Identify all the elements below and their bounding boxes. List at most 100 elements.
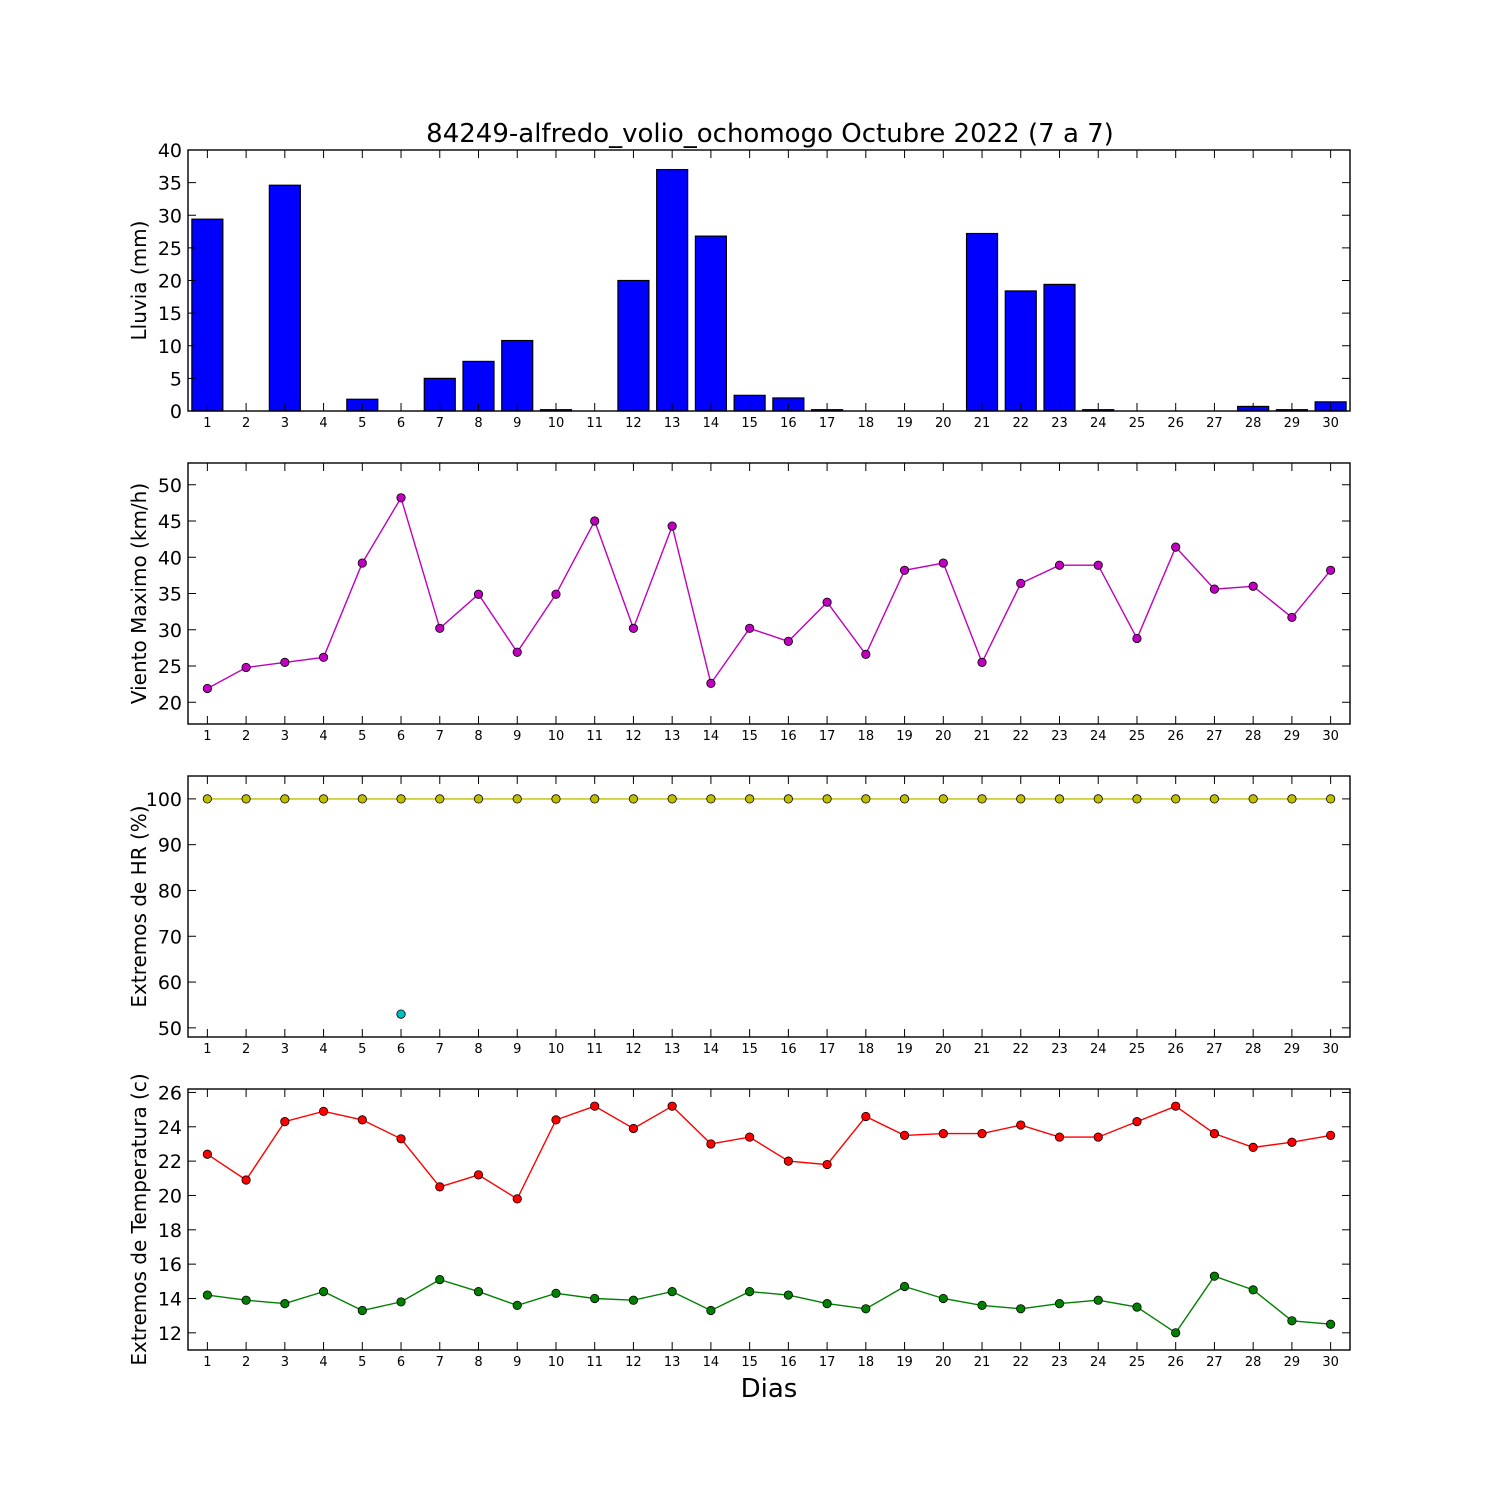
- x-tick-label: 24: [1090, 1042, 1107, 1057]
- point-s1-day-22: [1016, 794, 1026, 804]
- point-s1-day-21: [977, 657, 987, 667]
- point-s1-day-6: [396, 794, 406, 804]
- point-s1-day-22: [1016, 1120, 1026, 1130]
- x-tick-label: 11: [586, 729, 603, 744]
- y-tick-label: 50: [158, 1018, 182, 1040]
- x-tick-label: 28: [1245, 1355, 1262, 1370]
- point-s2-day-1: [202, 1290, 212, 1300]
- chart-title: 84249-alfredo_volio_ochomogo Octubre 202…: [426, 119, 1114, 149]
- x-tick-label: 28: [1245, 729, 1262, 744]
- point-s1-day-4: [318, 1106, 329, 1116]
- y-tick-label: 50: [158, 475, 182, 497]
- point-s1-day-1: [202, 794, 212, 804]
- x-tick-label: 22: [1012, 1042, 1029, 1057]
- point-s1-day-2: [241, 662, 251, 673]
- x-tick-label: 2: [242, 1355, 250, 1370]
- panel-1: 1 2 3 4 5 6 7 8 9 10 11 12 13 14 15 16 17 18 19 20 21 22 23 24 2…: [127, 140, 1351, 431]
- point-s2-day-11: [590, 1293, 600, 1304]
- x-tick-label: 14: [703, 729, 720, 744]
- x-tick-label: 14: [703, 1042, 720, 1057]
- point-s1-day-5: [357, 558, 367, 568]
- bar-day-1: [191, 218, 224, 412]
- point-s1-day-8: [473, 589, 484, 599]
- point-s1-day-2: [241, 1175, 251, 1185]
- x-tick-label: 10: [548, 416, 565, 431]
- point-s1-day-10: [551, 794, 561, 804]
- x-tick-label: 18: [858, 416, 875, 431]
- y-tick-label: 26: [158, 1082, 182, 1104]
- point-s1-day-23: [1054, 1132, 1065, 1142]
- x-tick-label: 29: [1284, 416, 1301, 431]
- point-s1-day-15: [745, 794, 755, 804]
- point-s1-day-18: [861, 1111, 871, 1122]
- x-tick-label: 23: [1051, 1042, 1068, 1057]
- x-tick-label: 6: [397, 1042, 405, 1057]
- y-tick-label: 5: [170, 368, 182, 390]
- point-s1-day-30: [1326, 1130, 1336, 1140]
- x-tick-label: 28: [1245, 1042, 1262, 1057]
- x-tick-label: 22: [1012, 416, 1029, 431]
- point-s2-day-29: [1287, 1316, 1297, 1326]
- point-s1-day-24: [1093, 560, 1103, 570]
- y-tick-label: 40: [158, 140, 182, 162]
- point-s1-day-3: [280, 794, 290, 804]
- y-tick-label: 20: [158, 692, 182, 714]
- x-tick-label: 26: [1167, 729, 1184, 744]
- point-s1-day-20: [938, 794, 948, 804]
- point-s1-day-17: [822, 597, 832, 607]
- x-tick-label: 22: [1012, 1355, 1029, 1370]
- point-s2-day-23: [1054, 1299, 1065, 1309]
- point-s2-day-13: [667, 1287, 677, 1297]
- axes-frame: [187, 149, 1351, 412]
- x-tick-label: 16: [780, 1042, 797, 1057]
- bar-day-7: [423, 377, 456, 412]
- bar-day-23: [1043, 283, 1076, 412]
- x-tick-label: 19: [896, 1042, 913, 1057]
- point-s1-day-1: [202, 683, 212, 694]
- bar-day-9: [501, 339, 534, 412]
- x-tick-label: 26: [1167, 1042, 1184, 1057]
- x-tick-label: 1: [203, 729, 211, 744]
- point-s1-day-6: [396, 1134, 406, 1144]
- point-s1-day-3: [280, 1117, 290, 1127]
- point-s1-day-28: [1248, 794, 1258, 804]
- point-s1-day-24: [1093, 794, 1103, 804]
- point-s2-day-21: [977, 1300, 987, 1310]
- x-tick-label: 12: [625, 1355, 642, 1370]
- point-s2-day-5: [357, 1305, 367, 1316]
- x-tick-label: 27: [1206, 1355, 1223, 1370]
- y-tick-label: 90: [158, 835, 182, 857]
- x-tick-label: 11: [586, 416, 603, 431]
- point-s1-day-13: [667, 794, 677, 804]
- point-s2-day-25: [1132, 1302, 1142, 1312]
- point-s1-day-23: [1054, 794, 1065, 804]
- point-s1-day-28: [1248, 581, 1258, 591]
- point-s1-day-24: [1093, 1132, 1103, 1142]
- x-tick-label: 21: [974, 729, 991, 744]
- point-s1-day-12: [628, 1123, 639, 1134]
- point-s1-day-26: [1171, 1101, 1181, 1111]
- x-tick-label: 30: [1322, 1042, 1339, 1057]
- x-tick-label: 10: [548, 1355, 565, 1370]
- y-axis-label: Lluvia (mm): [127, 221, 151, 341]
- x-tick-label: 6: [397, 729, 405, 744]
- x-tick-label: 8: [474, 1042, 482, 1057]
- y-tick-label: 60: [158, 972, 182, 994]
- x-tick-label: 25: [1129, 1355, 1146, 1370]
- x-tick-label: 8: [474, 729, 482, 744]
- x-tick-label: 12: [625, 1042, 642, 1057]
- x-tick-label: 26: [1167, 416, 1184, 431]
- x-tick-label: 1: [203, 416, 211, 431]
- point-s1-day-21: [977, 794, 987, 804]
- x-tick-label: 15: [741, 729, 758, 744]
- x-tick-label: 8: [474, 416, 482, 431]
- point-s2-day-24: [1093, 1295, 1103, 1305]
- point-s1-day-16: [783, 636, 793, 646]
- x-tick-label: 17: [819, 416, 836, 431]
- y-tick-label: 30: [158, 205, 182, 227]
- x-tick-label: 18: [858, 1042, 875, 1057]
- x-tick-label: 13: [664, 1355, 681, 1370]
- point-s2-day-22: [1016, 1304, 1026, 1314]
- point-s1-day-4: [318, 652, 329, 662]
- x-tick-label: 6: [397, 416, 405, 431]
